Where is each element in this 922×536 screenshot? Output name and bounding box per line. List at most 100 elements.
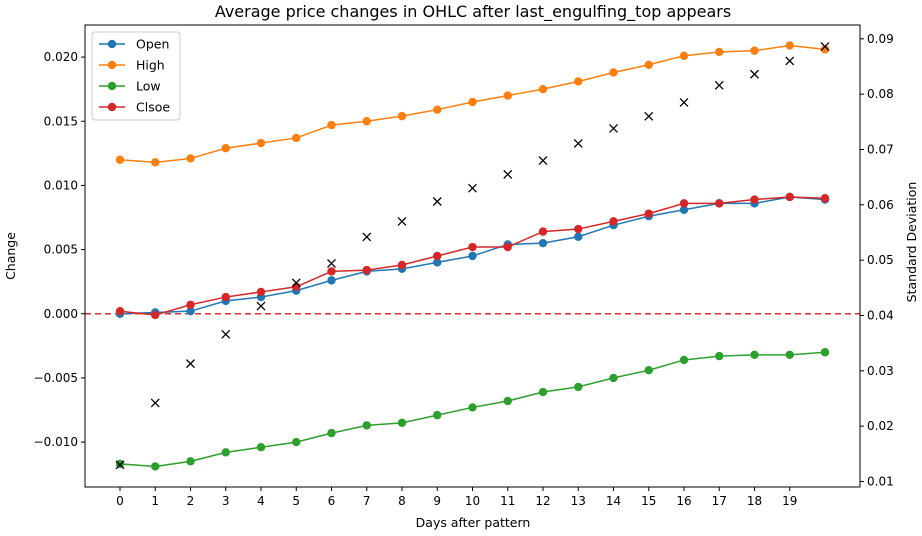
point-high (574, 77, 583, 86)
std-marker (785, 56, 795, 66)
y2-tick-label: 0.06 (867, 198, 894, 212)
legend-box (91, 31, 181, 121)
x-tick-label: 11 (500, 494, 515, 508)
point-low (362, 421, 371, 430)
point-clsoe (574, 224, 583, 234)
point-high (327, 120, 336, 130)
point-low (503, 396, 512, 406)
std-marker (573, 138, 583, 148)
plot-area (85, 41, 860, 471)
y2-tick-label: 0.01 (867, 474, 894, 488)
point-high (397, 111, 407, 121)
point-clsoe (151, 310, 160, 320)
std-marker (679, 98, 689, 107)
std-marker (432, 197, 442, 206)
x-tick-label: 7 (363, 494, 371, 508)
std-marker (115, 460, 125, 470)
point-high (750, 46, 759, 55)
x-tick-label: 14 (606, 494, 621, 508)
y-tick-label: 0.000 (44, 307, 78, 321)
point-high (820, 45, 830, 54)
point-low (679, 355, 689, 365)
y2-tick-label: 0.04 (867, 308, 894, 322)
point-open (327, 276, 336, 285)
std-marker (503, 169, 513, 179)
axes: 0 1 2 3 4 5 6 7 8 9 10 11 12 13 14 15 16 17 18 19−0.010−0.0… (34, 32, 894, 508)
point-high (362, 117, 371, 126)
x-tick-label: 8 (398, 494, 406, 508)
x-tick-label: 4 (257, 494, 265, 508)
point-low (609, 373, 618, 383)
point-high (679, 51, 689, 60)
y2-tick-label: 0.02 (867, 419, 894, 433)
point-clsoe (115, 306, 125, 316)
point-high (609, 68, 618, 77)
legend-marker-clsoe (107, 102, 117, 112)
y2-axis-label: Standard Deviation (904, 182, 919, 303)
point-clsoe (327, 267, 336, 276)
point-clsoe (433, 251, 442, 261)
std-marker (186, 359, 195, 369)
point-clsoe (538, 227, 548, 236)
std-marker (291, 278, 301, 288)
x-tick-label: 18 (747, 494, 762, 508)
point-high (715, 47, 724, 57)
legend-label-high: High (136, 58, 165, 73)
point-open (186, 306, 195, 316)
point-high (503, 91, 512, 100)
std-marker (468, 183, 477, 193)
point-clsoe (292, 282, 301, 291)
legend-marker-high (107, 60, 117, 70)
x-tick-label: 1 (151, 494, 159, 508)
legend-label-low: Low (136, 79, 161, 94)
point-clsoe (750, 195, 759, 204)
point-open (433, 258, 442, 267)
point-high (256, 138, 266, 148)
std-marker (538, 156, 548, 166)
x-tick-label: 16 (676, 494, 691, 508)
y2-tick-label: 0.03 (867, 364, 894, 378)
y2-tick-label: 0.08 (867, 87, 894, 101)
legend-label-clsoe: Clsoe (136, 100, 170, 115)
std-marker (644, 111, 654, 121)
point-clsoe (186, 300, 195, 309)
x-tick-label: 17 (712, 494, 727, 508)
y-tick-label: 0.015 (44, 114, 78, 128)
std-marker (714, 80, 724, 90)
y-tick-label: 0.010 (44, 178, 78, 192)
x-axis-label: Days after pattern (416, 515, 531, 530)
y2-tick-label: 0.05 (867, 253, 894, 267)
x-tick-label: 19 (782, 494, 797, 508)
std-marker (362, 232, 372, 242)
point-clsoe (785, 192, 794, 202)
point-low (750, 350, 759, 360)
y-tick-label: −0.005 (34, 371, 78, 385)
x-tick-label: 3 (222, 494, 230, 508)
x-tick-label: 6 (328, 494, 336, 508)
point-low (820, 348, 830, 357)
x-tick-label: 15 (641, 494, 656, 508)
point-low (715, 351, 724, 361)
point-clsoe (362, 265, 371, 275)
y2-tick-label: 0.09 (867, 32, 894, 46)
y-tick-label: 0.020 (44, 50, 78, 64)
point-low (292, 437, 301, 447)
std-marker (327, 259, 336, 268)
point-clsoe (221, 292, 230, 302)
point-low (256, 443, 266, 452)
std-marker (820, 42, 830, 52)
y-tick-label: −0.010 (34, 435, 78, 449)
std-marker (150, 398, 160, 408)
legend-marker-open (107, 39, 117, 49)
x-tick-label: 9 (433, 494, 441, 508)
point-clsoe (397, 260, 407, 270)
point-clsoe (644, 209, 653, 218)
point-low (397, 418, 407, 428)
point-low (574, 382, 583, 392)
point-clsoe (820, 194, 830, 203)
point-low (538, 387, 548, 397)
point-low (433, 410, 442, 420)
std-marker (256, 301, 266, 311)
point-high (115, 155, 125, 164)
